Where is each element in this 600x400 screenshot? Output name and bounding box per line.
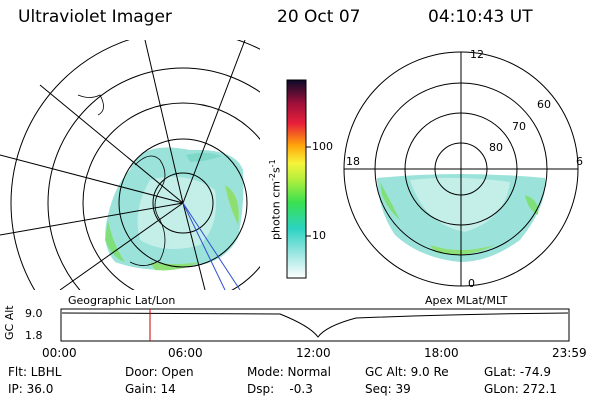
gain-info: Gain: 14 [125, 382, 176, 396]
mlt-label-0: 0 [468, 277, 475, 290]
mlt-label-18: 18 [346, 155, 360, 168]
observation-time: 04:10:43 UT [428, 7, 533, 27]
coastline-north [77, 94, 104, 116]
timeline-axis-label: GC Alt [3, 305, 16, 340]
apex-grid [343, 51, 579, 287]
timeline-tick-3: 18:00 [424, 346, 459, 360]
geographic-grid [0, 40, 260, 290]
instrument-title: Ultraviolet Imager [18, 7, 172, 27]
filter-info: Flt: LBHL [8, 365, 62, 379]
colorbar-tick-10: 10 [312, 229, 326, 242]
mlat-label-70: 70 [512, 120, 526, 133]
timeline-tick-4: 23:59 [552, 346, 587, 360]
timeline-tick-0: 00:00 [42, 346, 77, 360]
timeline-tick-1: 06:00 [168, 346, 203, 360]
apex-caption: Apex MLat/MLT [425, 294, 508, 307]
terminator-line [182, 202, 241, 290]
observation-date: 20 Oct 07 [277, 7, 361, 27]
timeline-ytick-top: 9.0 [25, 307, 43, 320]
timeline-tick-2: 12:00 [296, 346, 331, 360]
geographic-map [0, 40, 260, 290]
timeline-ytick-bottom: 1.8 [25, 329, 43, 342]
colorbar-tick-100: 100 [312, 140, 333, 153]
dsp-info: Dsp: -0.3 [247, 382, 313, 396]
geographic-caption: Geographic Lat/Lon [68, 294, 176, 307]
mlt-label-12: 12 [470, 48, 484, 61]
ip-info: IP: 36.0 [8, 382, 54, 396]
seq-info: Seq: 39 [365, 382, 411, 396]
intensity-colorbar [286, 79, 311, 279]
gc-alt-info: GC Alt: 9.0 Re [365, 365, 449, 379]
terminator-line [182, 202, 226, 290]
mlat-label-60: 60 [537, 98, 551, 111]
altitude-curve [61, 312, 569, 338]
glat-info: GLat: -74.9 [484, 365, 551, 379]
altitude-timeline [60, 308, 570, 342]
apex-polar-plot [343, 51, 579, 287]
mode-info: Mode: Normal [247, 365, 331, 379]
mlat-label-80: 80 [489, 141, 503, 154]
coastline [129, 155, 166, 266]
colorbar-unit-label: photon cm-2s-1 [268, 159, 283, 240]
mlt-label-6: 6 [576, 155, 583, 168]
glon-info: GLon: 272.1 [484, 382, 557, 396]
door-info: Door: Open [125, 365, 194, 379]
